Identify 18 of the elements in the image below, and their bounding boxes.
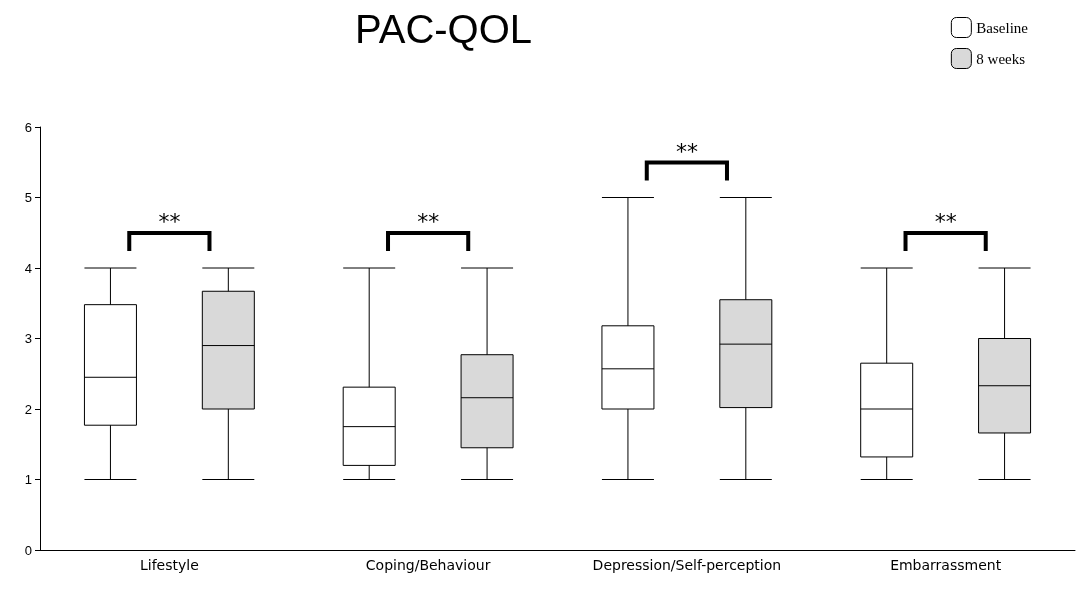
- x-tick-label: Depression/Self-perception: [592, 557, 782, 573]
- x-tick-label: Embarrassment: [890, 557, 1002, 573]
- legend-label: 8 weeks: [976, 50, 1026, 67]
- legend-label: Baseline: [976, 19, 1029, 36]
- y-tick-label: 1: [24, 472, 32, 487]
- y-tick-label: 3: [24, 331, 32, 346]
- x-tick-label: Lifestyle: [139, 557, 199, 573]
- chart-title: PAC-QOL: [355, 7, 533, 51]
- annotation: **: [417, 209, 440, 234]
- y-tick-label: 4: [24, 260, 32, 276]
- y-tick-label: 2: [24, 401, 32, 417]
- annotation: **: [158, 209, 181, 234]
- y-tick-label: 0: [24, 542, 32, 558]
- annotation: **: [675, 138, 698, 164]
- y-tick-label: 6: [24, 119, 32, 135]
- x-tick-label: Coping/Behaviour: [365, 557, 491, 573]
- annotation: **: [934, 209, 957, 234]
- y-tick-label: 5: [24, 190, 32, 205]
